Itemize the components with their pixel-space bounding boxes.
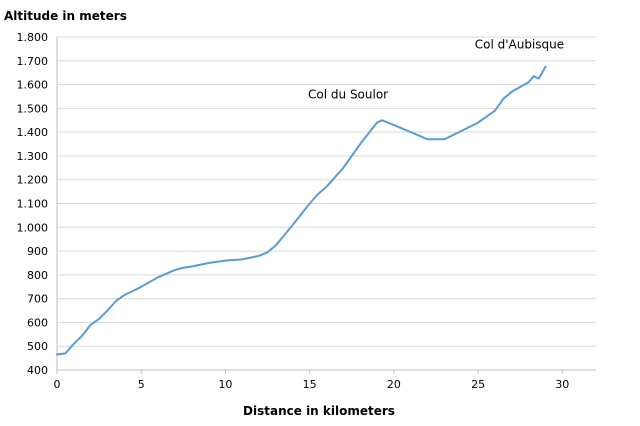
x-tick-labels: 0 5 10 15 20 25 30 (54, 378, 570, 391)
x-tick-label: 25 (471, 378, 485, 391)
y-tick-label: 1.100 (17, 198, 49, 211)
y-tick-label: 1.300 (17, 150, 49, 163)
y-tick-label: 700 (27, 293, 48, 306)
x-tick-label: 15 (303, 378, 317, 391)
x-tick-label: 20 (387, 378, 401, 391)
x-axis-title: Distance in kilometers (243, 404, 395, 418)
axes (56, 37, 596, 374)
y-tick-label: 400 (27, 364, 48, 377)
x-tick-label: 0 (54, 378, 61, 391)
y-tick-label: 800 (27, 269, 48, 282)
y-tick-label: 1.700 (17, 55, 49, 68)
y-tick-label: 1.600 (17, 79, 49, 92)
annotation-label: Col du Soulor (308, 87, 388, 101)
x-tick-label: 5 (138, 378, 145, 391)
annotations: Col du Soulor Col d'Aubisque (308, 38, 564, 102)
y-axis-title: Altitude in meters (4, 9, 127, 23)
y-tick-label: 1.500 (17, 102, 49, 115)
y-tick-label: 600 (27, 316, 48, 329)
annotation-label: Col d'Aubisque (475, 38, 564, 52)
y-tick-label: 900 (27, 245, 48, 258)
y-tick-label: 1.800 (17, 31, 49, 44)
gridlines (57, 36, 596, 347)
y-tick-label: 1.400 (17, 126, 49, 139)
series-layer (56, 65, 547, 356)
y-tick-label: 500 (27, 340, 48, 353)
y-tick-label: 1.000 (17, 221, 49, 234)
x-tick-label: 30 (555, 378, 569, 391)
altitude-series-line (56, 65, 547, 356)
y-tick-label: 1.200 (17, 174, 49, 187)
x-tick-label: 10 (218, 378, 232, 391)
y-tick-labels: 400 500 600 700 800 900 1.000 1.100 1.200 1.300 1.… (17, 31, 49, 377)
